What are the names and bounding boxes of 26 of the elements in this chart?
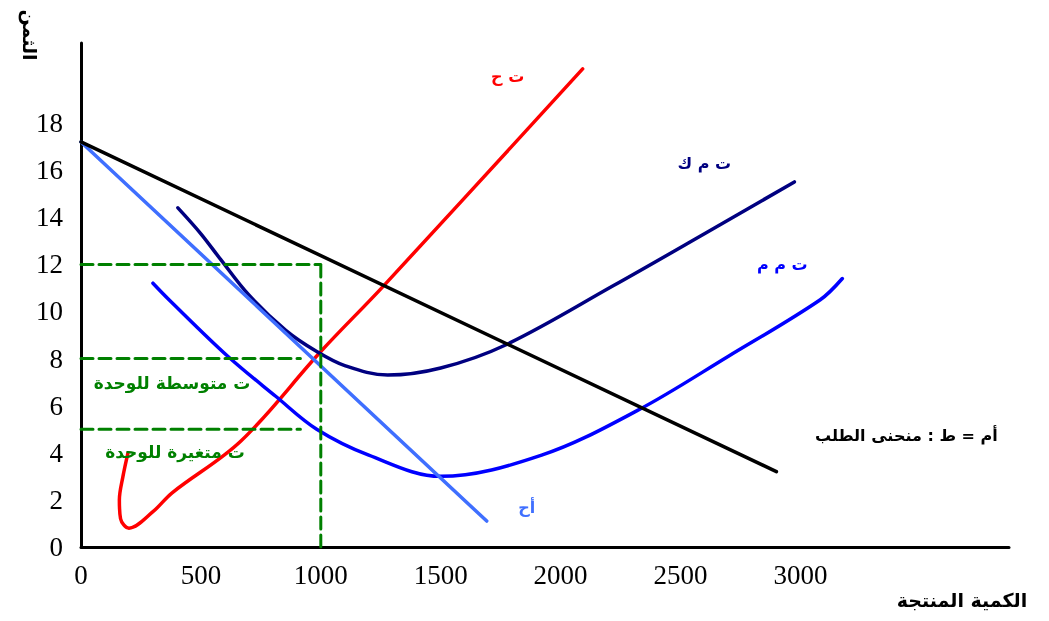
series-label: ت م م (757, 255, 808, 275)
y-tick-label: 4 (49, 437, 64, 468)
x-tick-label: 2500 (653, 559, 708, 590)
y-tick-label: 0 (49, 532, 63, 562)
y-tick-label: 12 (36, 249, 63, 280)
y-tick-label: 8 (49, 343, 63, 374)
text: أم = ط : منحنى الطلب (815, 425, 998, 446)
x-tick-label: 1000 (293, 559, 348, 590)
x-tick-label: 1500 (413, 559, 468, 590)
x-tick-label: 500 (180, 559, 222, 590)
annotation: ت متوسطة للوحدة (93, 373, 251, 394)
y-tick-label: 2 (49, 484, 63, 515)
y-tick-label: 18 (36, 108, 63, 139)
text: ت م ك (677, 154, 732, 174)
y-tick-label: 16 (36, 155, 63, 186)
y-tick-label: 6 (49, 390, 63, 421)
x-tick-label: 2000 (533, 559, 588, 590)
x-axis-title: الكمية المنتجة (896, 589, 1028, 611)
series-label: ت ح (491, 67, 525, 87)
y-tick-label: 10 (36, 296, 63, 327)
y-tick-label: 14 (36, 202, 64, 233)
y-axis-title: الثمن (18, 9, 41, 61)
series-label: أح (518, 496, 536, 517)
annotation: ت متغيرة للوحدة (105, 442, 245, 463)
x-tick-label: 3000 (773, 559, 828, 590)
x-tick-label: 0 (74, 559, 88, 590)
